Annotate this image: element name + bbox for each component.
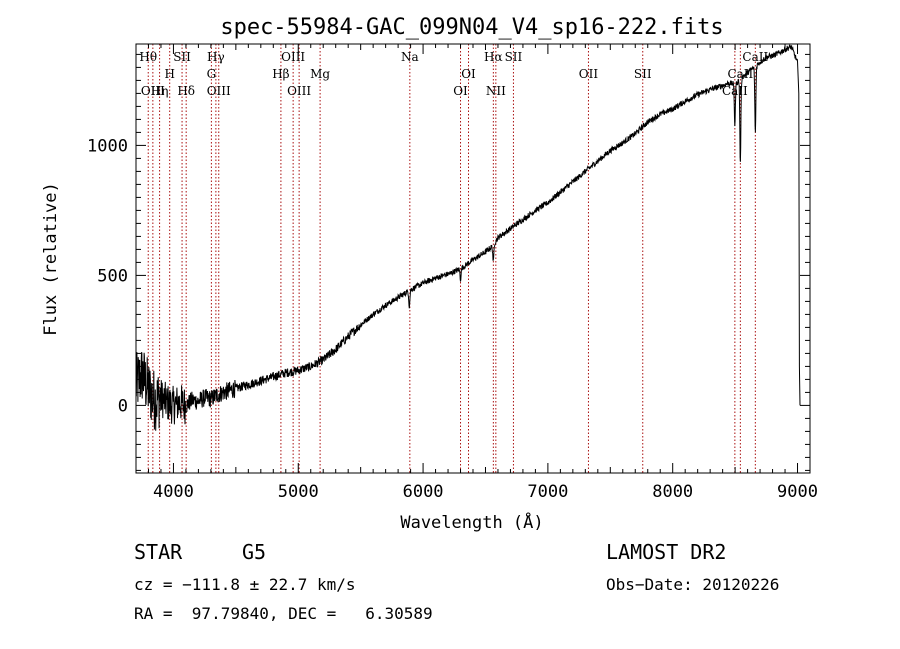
object-subclass: G5 [242, 540, 267, 564]
emission-line-labels: HθOIIIHηHSIIHδHγGOIIIHβOIIIOIIIMgNaOIOIH… [139, 50, 768, 98]
x-tick-label: 6000 [403, 482, 444, 502]
emission-line-label: Hγ [207, 50, 225, 64]
x-axis-ticks: 4000 5000 6000 7000 8000 9000 [135, 44, 818, 502]
y-tick-label: 1000 [87, 136, 128, 156]
emission-line-label: OIII [287, 84, 311, 98]
emission-line-label: SII [505, 50, 523, 64]
x-tick-label: 8000 [652, 482, 693, 502]
emission-line-label: OIII [141, 84, 165, 98]
emission-line-label: OI [461, 67, 476, 81]
emission-line-label: Mg [310, 67, 330, 81]
y-tick-label: 500 [97, 266, 128, 286]
x-tick-label: 9000 [777, 482, 818, 502]
emission-line-label: Hα [484, 50, 503, 64]
y-axis-ticks: 0 500 1000 [87, 53, 810, 471]
chart-title: spec-55984-GAC_099N04_V4_sp16-222.fits [220, 15, 723, 40]
emission-line-label: Hθ [139, 50, 157, 64]
emission-line-label: NII [486, 84, 506, 98]
y-axis-label: Flux (relative) [41, 182, 61, 336]
emission-line-label: OIII [281, 50, 305, 64]
emission-line-label: Hβ [272, 67, 289, 81]
emission-line-label: OIII [207, 84, 231, 98]
object-class: STAR [134, 540, 183, 564]
emission-line-label: Hη [151, 84, 169, 98]
emission-line-label: OI [453, 84, 468, 98]
y-tick-label: 0 [118, 396, 128, 416]
survey-name: LAMOST DR2 [606, 540, 727, 564]
emission-line-label: Hδ [177, 84, 195, 98]
emission-line-label: H [164, 67, 174, 81]
emission-line-label: CaII [727, 67, 753, 81]
x-tick-label: 7000 [527, 482, 568, 502]
emission-line-label: SII [634, 67, 652, 81]
emission-line-label: CaII [742, 50, 768, 64]
spectrum-series-line [135, 44, 801, 431]
obs-date: Obs−Date: 20120226 [606, 575, 780, 594]
emission-line-label: G [207, 67, 217, 81]
x-tick-label: 5000 [278, 482, 319, 502]
x-axis-label: Wavelength (Å) [400, 511, 543, 533]
x-tick-label: 4000 [153, 482, 194, 502]
emission-line-label: OII [579, 67, 599, 81]
ra-dec: RA = 97.79840, DEC = 6.30589 [134, 604, 433, 623]
emission-line-markers [147, 44, 756, 473]
emission-line-label: Na [401, 50, 419, 64]
redshift-cz: cz = −111.8 ± 22.7 km/s [134, 575, 356, 594]
emission-line-label: SII [173, 50, 191, 64]
